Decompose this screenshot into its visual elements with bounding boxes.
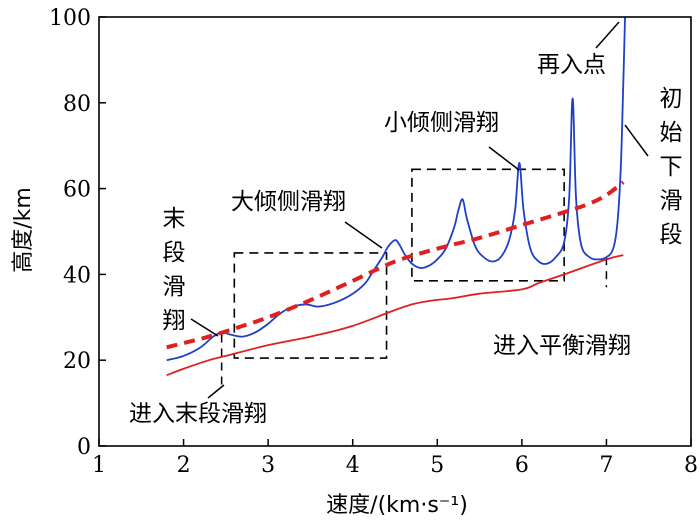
annotation-leader-1 — [595, 21, 620, 49]
series-lines — [166, 16, 626, 377]
x-tick-label: 1 — [92, 453, 106, 478]
x-tick-label: 2 — [177, 453, 191, 478]
annotation-text: 大倾侧滑翔 — [231, 189, 346, 215]
y-tick-label: 20 — [63, 349, 91, 374]
x-tick-label: 8 — [684, 453, 698, 478]
annotation-leaders — [190, 21, 649, 399]
annotation-char: 始 — [660, 120, 683, 146]
annotation-char: 下 — [660, 154, 683, 180]
annotation-text: 再入点 — [537, 52, 606, 78]
annotation-leader-2 — [624, 124, 649, 157]
y-tick-label: 100 — [49, 6, 91, 31]
x-axis-title: 速度/(km·s⁻¹) — [326, 493, 468, 518]
series-line-2 — [166, 180, 625, 350]
annotation-leader-3 — [488, 146, 520, 171]
dashed-boxes — [233, 168, 565, 359]
annotation-text: 进入末段滑翔 — [129, 401, 267, 427]
series-line-1 — [166, 16, 626, 362]
x-tick-label: 5 — [430, 453, 444, 478]
annotation-char: 段 — [660, 222, 683, 248]
series-line-3 — [166, 254, 624, 377]
annotation-char: 滑 — [163, 274, 186, 300]
x-tick-label: 4 — [346, 453, 360, 478]
annotation-leader-6 — [207, 384, 225, 399]
dashed-markers — [220, 257, 608, 386]
y-axis-title: 高度/km — [11, 187, 36, 273]
annotation-label-4: 大倾侧滑翔 — [231, 189, 346, 215]
dashed-box-2 — [411, 168, 565, 282]
annotation-char: 末 — [163, 206, 186, 232]
x-tick-label: 6 — [515, 453, 529, 478]
annotation-leader-5 — [190, 318, 219, 337]
annotation-text: 进入平衡滑翔 — [493, 333, 631, 359]
annotation-label-6: 进入末段滑翔 — [129, 401, 267, 427]
annotation-label-1: 再入点 — [537, 52, 606, 78]
annotation-char: 初 — [660, 86, 683, 112]
dashed-box-1 — [233, 252, 388, 359]
y-tick-label: 40 — [63, 263, 91, 288]
y-tick-label: 60 — [63, 178, 91, 203]
annotation-leader-4 — [344, 221, 383, 249]
plot-frame — [98, 16, 692, 447]
y-tick-label: 80 — [63, 92, 91, 117]
x-tick-label: 3 — [261, 453, 275, 478]
annotation-char: 翔 — [163, 308, 186, 334]
y-tick-label: 0 — [77, 435, 91, 460]
annotation-label-3: 小倾侧滑翔 — [384, 110, 499, 136]
annotation-label-7: 进入平衡滑翔 — [493, 333, 631, 359]
annotation-label-5: 末段滑翔 — [163, 206, 186, 334]
annotation-char: 滑 — [660, 188, 683, 214]
annotation-text: 小倾侧滑翔 — [384, 110, 499, 136]
annotation-char: 段 — [163, 240, 186, 266]
x-tick-label: 7 — [599, 453, 613, 478]
